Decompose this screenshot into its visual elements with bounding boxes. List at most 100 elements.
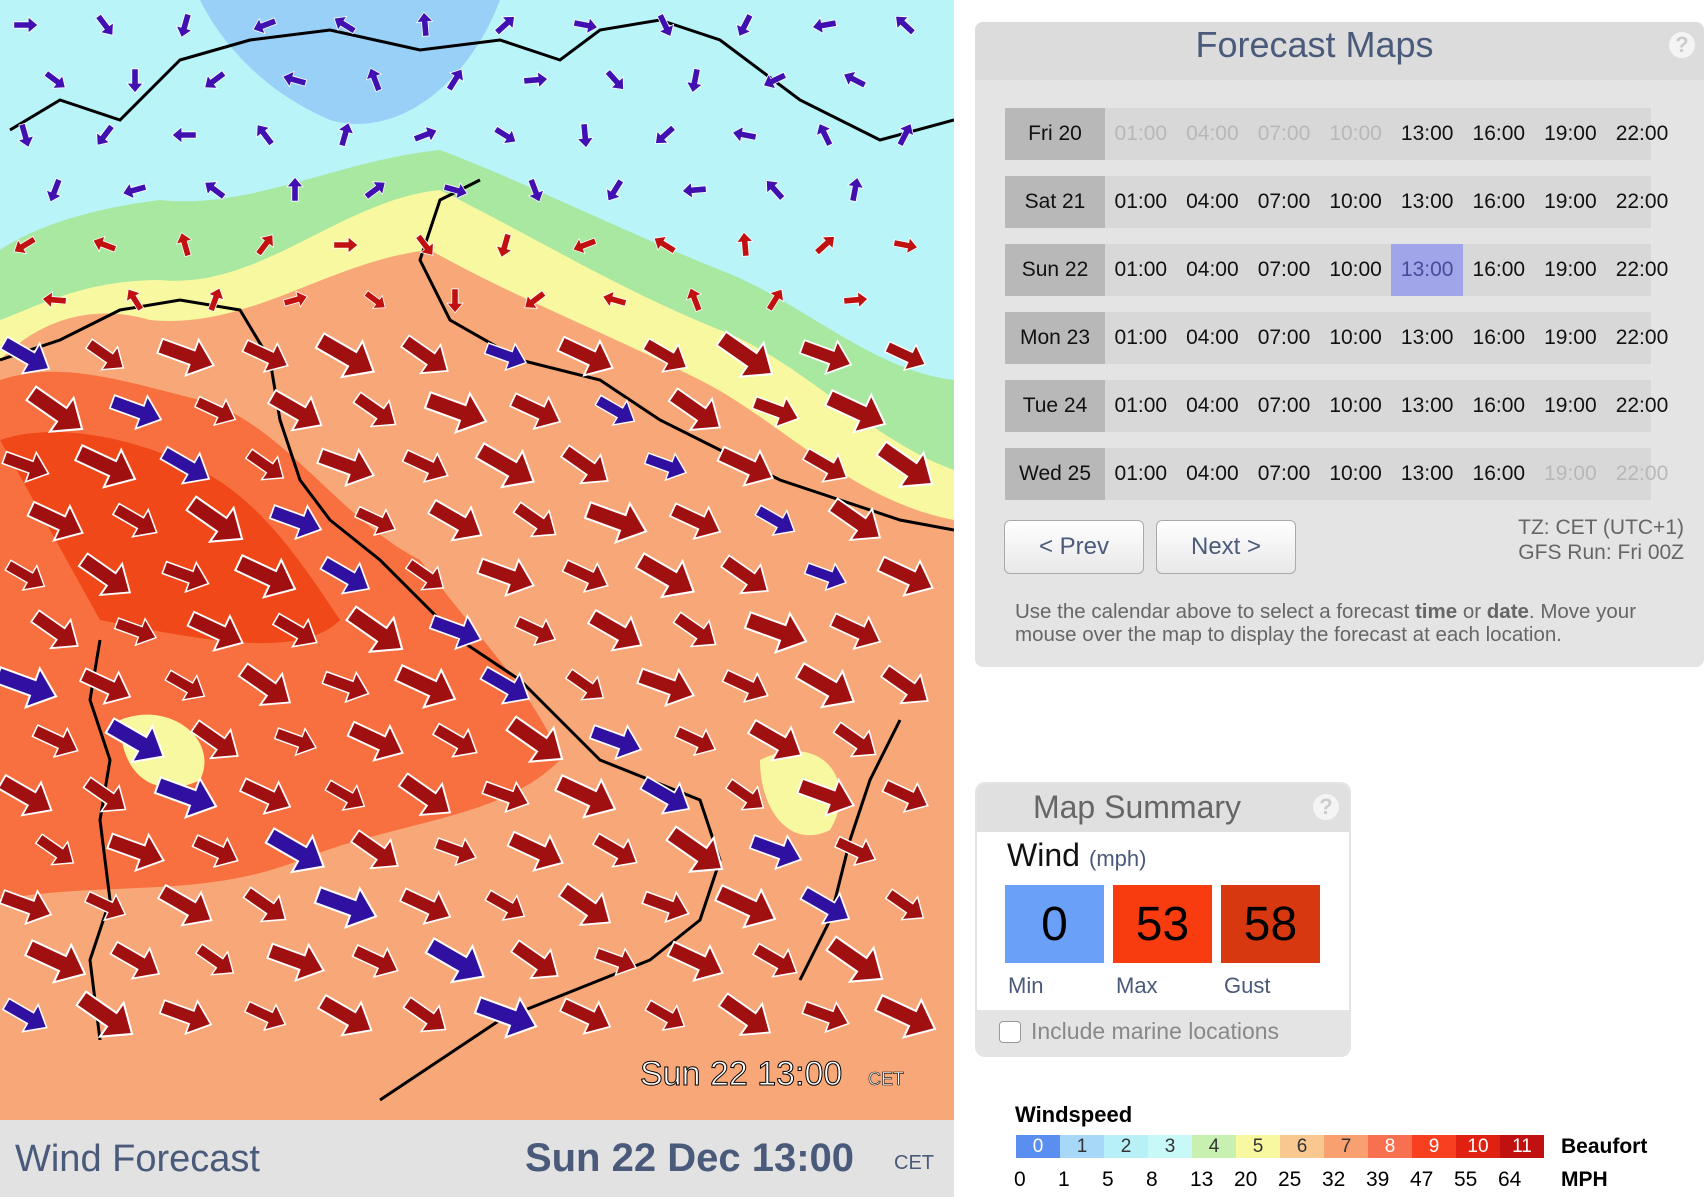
wind-arrow: [473, 995, 538, 1039]
time-cell[interactable]: 16:00: [1472, 462, 1526, 485]
wind-arrow: [641, 337, 688, 373]
wind-arrow: [207, 287, 225, 313]
time-cell[interactable]: 16:00: [1472, 258, 1526, 281]
prev-button[interactable]: < Prev: [1004, 520, 1144, 574]
wind-arrow: [0, 773, 53, 817]
time-cell[interactable]: 10:00: [1329, 394, 1382, 417]
time-row: [1105, 244, 1651, 296]
wind-arrow: [634, 551, 696, 599]
next-button[interactable]: Next >: [1156, 520, 1296, 574]
time-cell[interactable]: 01:00: [1114, 462, 1168, 485]
wind-arrow: [271, 612, 318, 648]
time-cell[interactable]: 10:00: [1329, 258, 1382, 281]
wind-arrow: [256, 124, 275, 147]
wind-arrow: [95, 13, 114, 36]
wind-arrow: [433, 837, 478, 867]
wind-arrow: [762, 71, 788, 90]
checkbox[interactable]: [999, 1021, 1021, 1043]
time-cell[interactable]: 16:00: [1472, 394, 1526, 417]
time-cell[interactable]: 19:00: [1544, 394, 1597, 417]
mph-value: 32: [1322, 1168, 1346, 1191]
time-cell[interactable]: 13:00: [1391, 244, 1463, 296]
time-cell[interactable]: 01:00: [1114, 326, 1168, 349]
time-cell[interactable]: 22:00: [1615, 394, 1669, 417]
time-cell[interactable]: 10:00: [1329, 190, 1382, 213]
wind-arrow: [735, 13, 754, 37]
wind-arrow: [495, 232, 513, 258]
wind-arrow: [715, 330, 774, 378]
time-cell[interactable]: 07:00: [1257, 394, 1311, 417]
time-cell: 01:00: [1114, 122, 1168, 145]
wind-arrow: [175, 12, 193, 38]
time-cell[interactable]: 13:00: [1400, 462, 1454, 485]
wind-arrow: [175, 232, 193, 258]
day-label: Mon 23: [1005, 312, 1105, 364]
mph-value: 20: [1234, 1168, 1258, 1191]
time-cell[interactable]: 04:00: [1186, 258, 1239, 281]
checkbox-label[interactable]: Include marine locations: [1031, 1018, 1280, 1044]
time-cell[interactable]: 01:00: [1114, 258, 1168, 281]
time-cell[interactable]: 07:00: [1257, 326, 1311, 349]
beaufort-cell: 4: [1192, 1135, 1236, 1158]
wind-arrow: [415, 233, 434, 256]
wind-arrow: [106, 832, 165, 873]
time-cell[interactable]: 13:00: [1400, 326, 1454, 349]
time-cell[interactable]: 13:00: [1400, 122, 1454, 145]
wind-arrow: [398, 887, 452, 925]
wind-arrow: [0, 335, 51, 375]
time-cell[interactable]: 01:00: [1114, 394, 1168, 417]
wind-arrow: [156, 337, 215, 378]
wind-arrow: [431, 722, 478, 758]
wind-arrow: [352, 391, 397, 428]
wind-arrow: [667, 387, 722, 432]
beaufort-cell: 10: [1456, 1135, 1500, 1158]
time-cell[interactable]: 04:00: [1186, 394, 1239, 417]
help-icon[interactable]: ?: [1669, 32, 1695, 58]
time-cell[interactable]: 13:00: [1400, 394, 1454, 417]
wind-arrow: [161, 560, 210, 594]
time-cell[interactable]: 13:00: [1400, 190, 1454, 213]
wind-map[interactable]: Sun 22 13:00 CET: [0, 0, 954, 1120]
beaufort-cell: 11: [1500, 1135, 1544, 1158]
wind-arrow: [751, 395, 800, 429]
wind-arrow: [204, 70, 227, 89]
wind-arrow: [242, 886, 287, 923]
time-cell[interactable]: 04:00: [1186, 190, 1239, 213]
beaufort-cell: 9: [1412, 1135, 1456, 1158]
time-cell[interactable]: 19:00: [1544, 190, 1597, 213]
time-cell[interactable]: 01:00: [1114, 190, 1168, 213]
wind-arrow: [672, 611, 717, 648]
wind-arrow: [801, 447, 848, 483]
wind-arrow: [194, 943, 235, 976]
time-cell[interactable]: 19:00: [1544, 258, 1597, 281]
time-cell[interactable]: 04:00: [1186, 462, 1239, 485]
help-icon[interactable]: ?: [1313, 794, 1339, 820]
time-cell[interactable]: 07:00: [1257, 258, 1311, 281]
time-cell[interactable]: 16:00: [1472, 326, 1526, 349]
time-cell[interactable]: 10:00: [1329, 462, 1382, 485]
wind-arrow: [204, 181, 227, 200]
wind-arrow: [875, 440, 934, 488]
time-cell[interactable]: 16:00: [1472, 190, 1526, 213]
wind-arrow: [185, 495, 244, 543]
time-cell[interactable]: 19:00: [1544, 326, 1597, 349]
time-cell[interactable]: 16:00: [1472, 122, 1526, 145]
time-cell[interactable]: 07:00: [1257, 190, 1311, 213]
mph-value: 39: [1366, 1168, 1390, 1191]
time-cell[interactable]: 22:00: [1615, 258, 1669, 281]
time-cell[interactable]: 04:00: [1186, 326, 1239, 349]
time-cell[interactable]: 22:00: [1615, 326, 1669, 349]
wind-arrow: [351, 944, 399, 979]
wind-arrow: [558, 997, 612, 1035]
wind-arrow: [765, 288, 784, 312]
time-cell[interactable]: 19:00: [1544, 122, 1597, 145]
time-cell[interactable]: 10:00: [1329, 326, 1382, 349]
wind-arrow: [506, 830, 564, 872]
time-cell[interactable]: 07:00: [1257, 462, 1311, 485]
time-cell[interactable]: 22:00: [1615, 122, 1669, 145]
wind-arrow: [412, 125, 438, 143]
time-cell[interactable]: 22:00: [1615, 190, 1669, 213]
wind-arrow: [25, 385, 84, 433]
wind-arrow: [314, 331, 376, 379]
mph-value: 5: [1102, 1168, 1114, 1191]
